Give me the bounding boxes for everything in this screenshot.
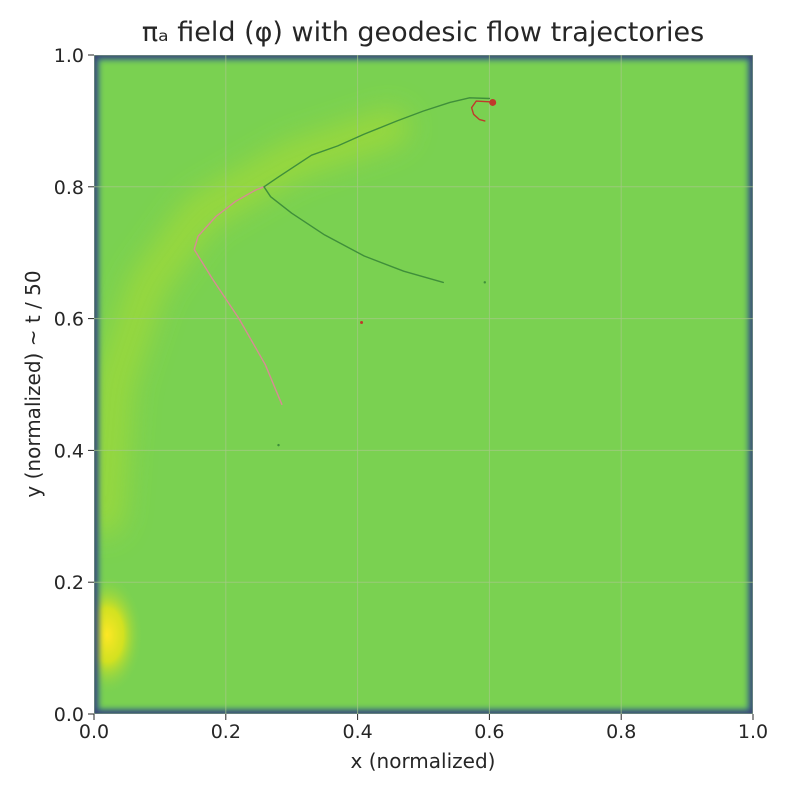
chart-title: πₐ field (φ) with geodesic flow trajecto…: [142, 17, 704, 48]
field-background: [94, 55, 753, 714]
trajectory-point-3: [483, 281, 486, 284]
y-tick-label: 0.4: [54, 440, 84, 462]
y-tick-label: 0.2: [54, 572, 84, 594]
y-tick-label: 0.0: [54, 704, 84, 726]
x-tick-label: 0.4: [342, 721, 372, 743]
x-axis-label: x (normalized): [351, 749, 496, 773]
heatmap-area: [94, 55, 753, 714]
field-ridge: [94, 108, 410, 536]
trajectory-point-4: [277, 443, 280, 447]
x-tick-label: 0.6: [474, 721, 504, 743]
x-tick-label: 1.0: [738, 721, 768, 743]
y-axis: 0.0 0.2 0.4 0.6 0.8 1.0: [54, 45, 94, 726]
y-tick-label: 1.0: [54, 45, 84, 67]
trajectories: [193, 97, 491, 405]
y-axis-label: y (normalized) ~ t / 50: [21, 270, 45, 497]
trajectory-2: [263, 97, 491, 284]
trajectory-markers: [277, 98, 497, 447]
x-tick-label: 0.8: [606, 721, 636, 743]
y-tick-label: 0.6: [54, 309, 84, 331]
trajectory-point-1: [489, 98, 497, 106]
y-tick-label: 0.8: [54, 177, 84, 199]
trajectory-1: [193, 186, 283, 405]
grid: [94, 55, 753, 714]
field-peak: [94, 574, 144, 695]
trajectory-point-2: [360, 321, 364, 325]
x-tick-label: 0.0: [79, 721, 109, 743]
x-axis: 0.0 0.2 0.4 0.6 0.8 1.0: [79, 714, 768, 743]
x-tick-label: 0.2: [211, 721, 241, 743]
trajectory-3: [470, 100, 491, 122]
